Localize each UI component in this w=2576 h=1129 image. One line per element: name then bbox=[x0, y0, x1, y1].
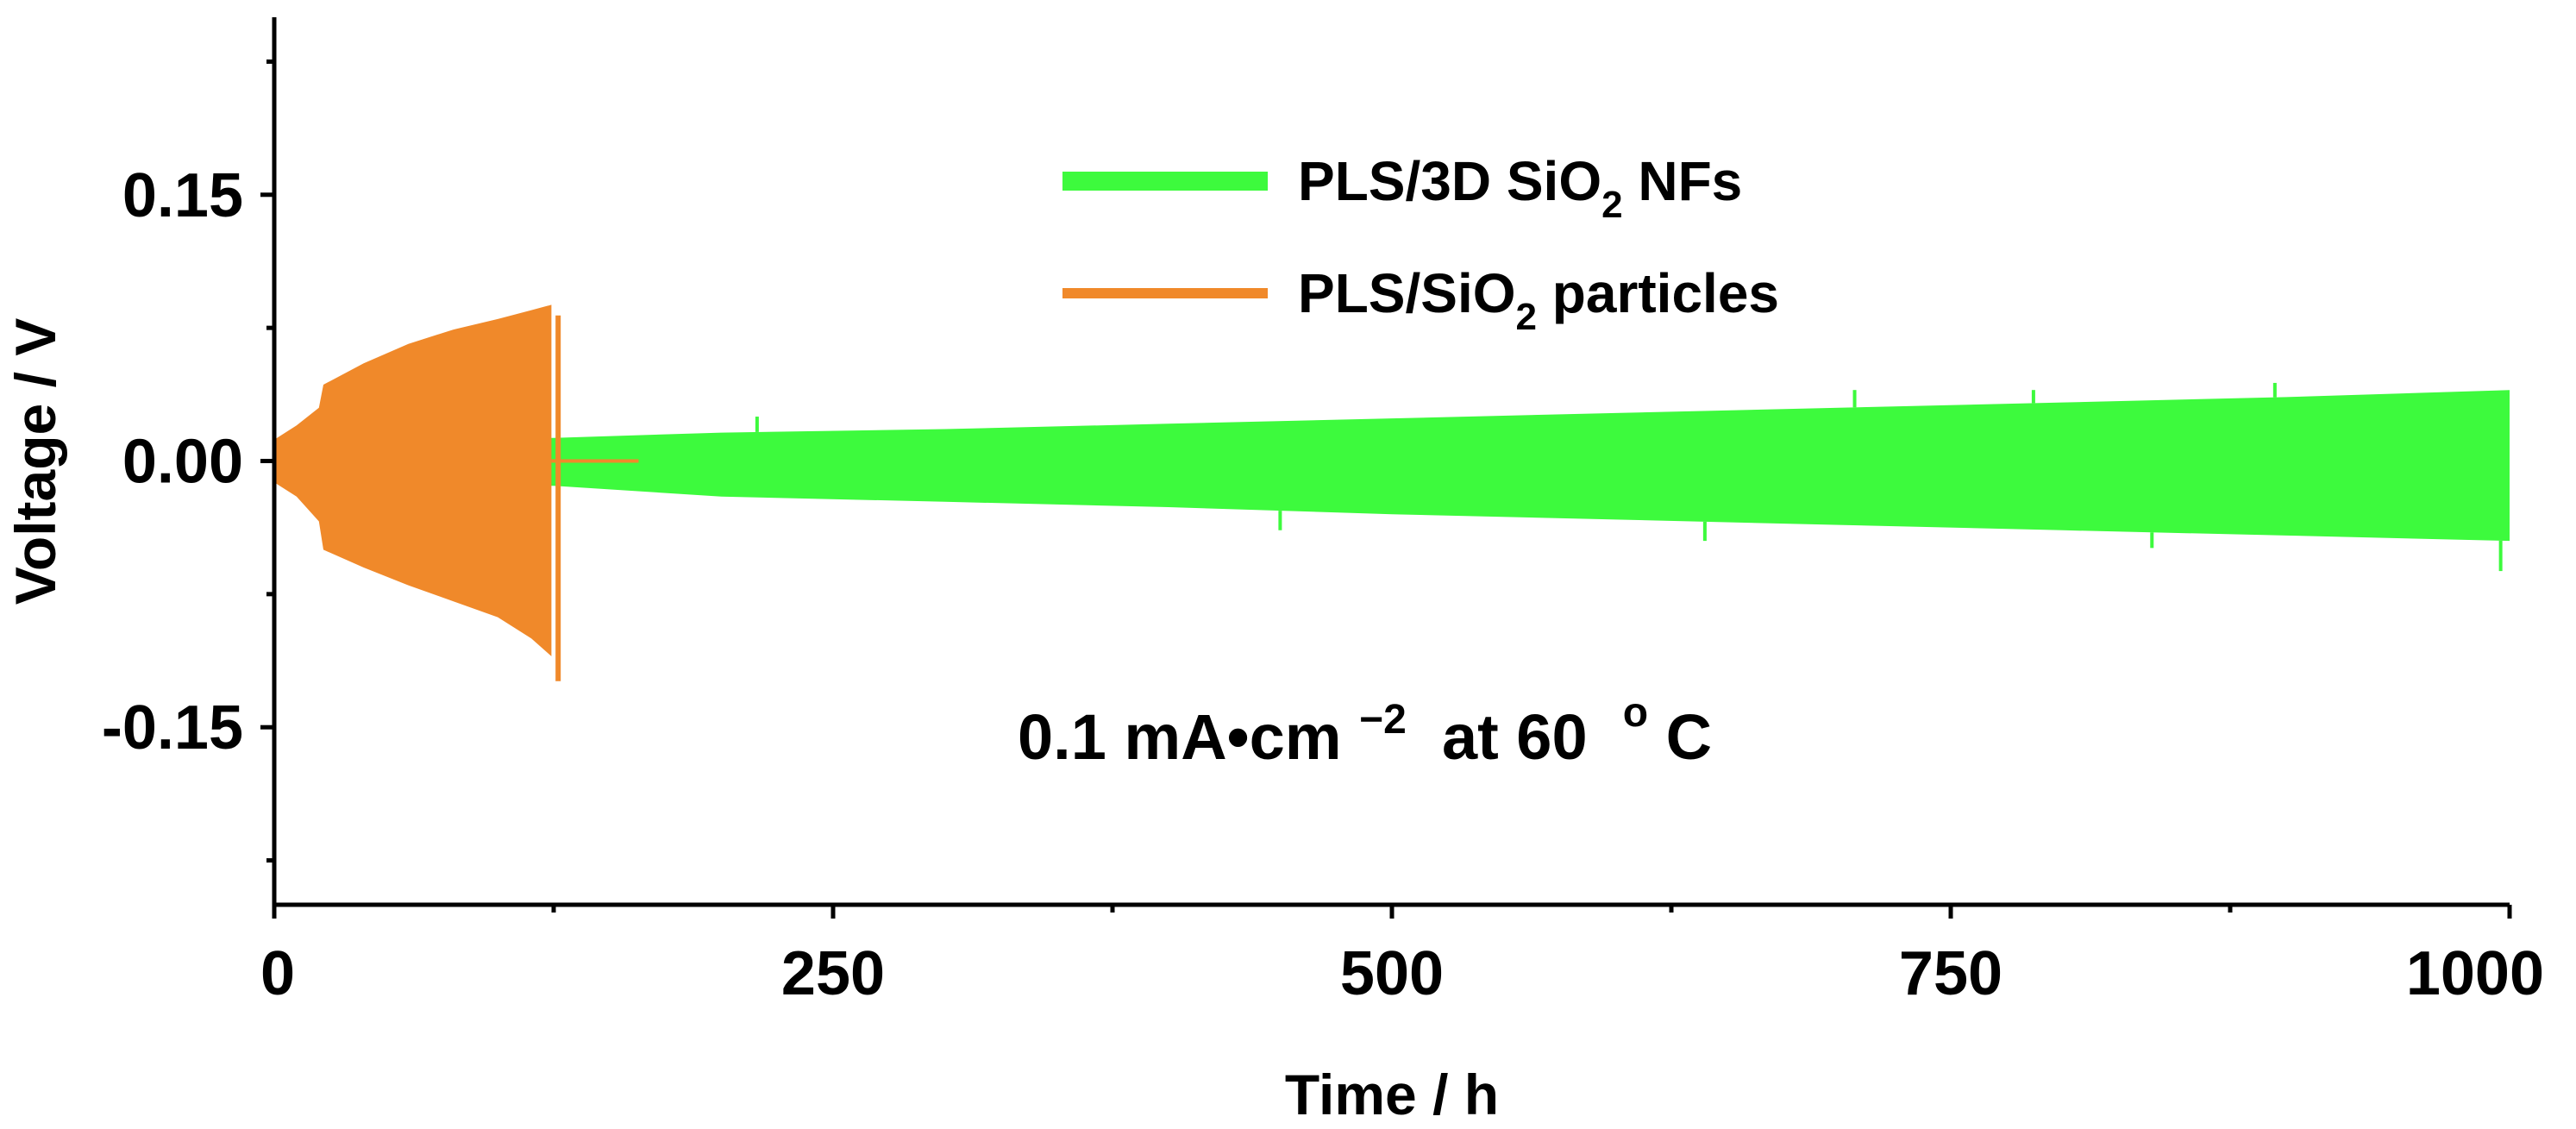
x-tick-label-3: 750 bbox=[1899, 939, 2003, 1008]
annotation-suffix: C bbox=[1666, 701, 1712, 773]
y-tick-label-0: 0.15 bbox=[122, 161, 243, 230]
y-tick-label-2: -0.15 bbox=[102, 693, 243, 762]
legend-label-nfs-main: PLS/3D SiO bbox=[1298, 150, 1601, 212]
ticks bbox=[260, 59, 2512, 919]
legend-label-particles-main: PLS/SiO bbox=[1298, 262, 1516, 324]
annotation-superscript: −2 bbox=[1359, 697, 1407, 743]
legend-label-nfs-tail: NFs bbox=[1623, 150, 1743, 212]
tick-labels: 0 250 500 750 1000 0.15 0.00 -0.15 bbox=[102, 161, 2544, 1008]
legend-label-particles: PLS/SiO2 particles bbox=[1298, 262, 1779, 338]
legend-label-particles-sub: 2 bbox=[1516, 296, 1537, 338]
legend-label-nfs-sub: 2 bbox=[1601, 184, 1622, 226]
test-condition-annotation: 0.1 mA•cm −2 at 60 o C bbox=[1018, 668, 1712, 773]
series-particles bbox=[274, 304, 639, 681]
series-nfs-envelope bbox=[274, 390, 2510, 542]
plot-series bbox=[274, 304, 2510, 681]
legend-label-nfs: PLS/3D SiO2 NFs bbox=[1298, 150, 1742, 226]
x-tick-label-4: 1000 bbox=[2406, 939, 2544, 1008]
series-nfs bbox=[274, 382, 2510, 572]
annotation-degree: o bbox=[1623, 690, 1648, 736]
y-tick-label-1: 0.00 bbox=[122, 428, 243, 497]
x-tick-label-2: 500 bbox=[1340, 939, 1444, 1008]
series-particles-envelope bbox=[274, 304, 552, 656]
x-tick-label-1: 250 bbox=[781, 939, 885, 1008]
x-tick-label-0: 0 bbox=[260, 939, 295, 1008]
y-axis-title: Voltage / V bbox=[3, 318, 67, 605]
x-axis-title: Time / h bbox=[1285, 1063, 1499, 1126]
annotation-prefix: 0.1 mA•cm bbox=[1018, 701, 1342, 773]
legend-label-particles-tail: particles bbox=[1537, 262, 1779, 324]
annotation-middle: at 60 bbox=[1424, 701, 1605, 773]
